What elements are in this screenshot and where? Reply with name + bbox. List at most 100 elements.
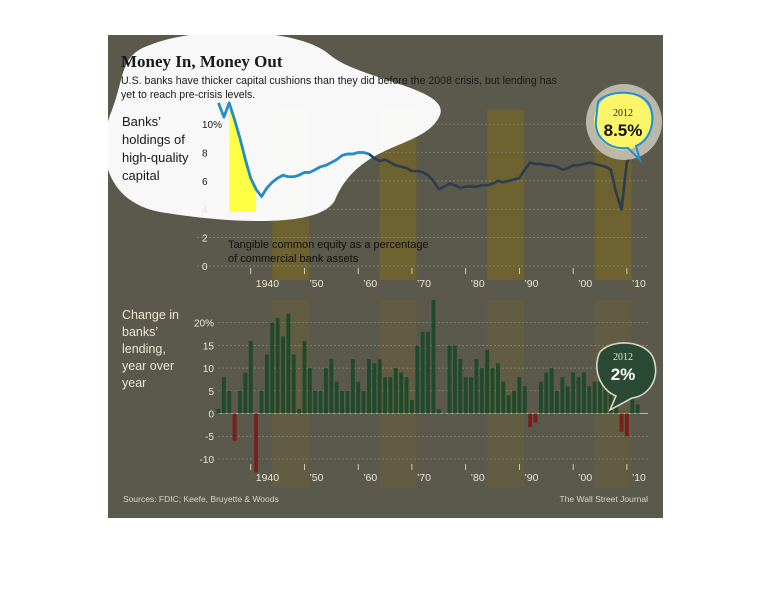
bottom-ylabel-line-1: Change in	[122, 308, 179, 322]
bottom-ylabel-line-2: banks’	[122, 325, 158, 339]
capital-callout-value: 8.5%	[604, 121, 643, 140]
lending-bar	[581, 372, 586, 414]
lending-callout-value: 2%	[611, 365, 636, 384]
top-annotation-line-1: Tangible common equity as a percentage	[228, 239, 429, 251]
lending-bar	[549, 368, 554, 414]
lending-bar	[393, 368, 398, 414]
top-ytick-label: 6	[202, 177, 208, 188]
bottom-ylabel-line-5: year	[122, 376, 146, 390]
lending-bar	[431, 300, 436, 414]
lending-bar	[426, 331, 430, 414]
top-ytick-label: 10%	[202, 120, 222, 131]
lending-bar	[501, 381, 506, 414]
lending-bar	[560, 377, 565, 414]
lending-bar	[420, 331, 425, 414]
header-highlight-blob	[104, 32, 441, 222]
lending-callout: 2012 2%	[596, 342, 657, 412]
top-xtick-label: ’90	[524, 278, 538, 290]
bottom-xtick-label: ’60	[363, 472, 377, 484]
lending-bar	[313, 390, 318, 414]
top-xtick-label: ’70	[417, 278, 431, 290]
lending-bar	[329, 359, 334, 414]
top-ytick-label: 2	[202, 234, 208, 245]
lending-bar	[517, 377, 522, 414]
lending-bar	[592, 381, 597, 414]
top-ylabel-line-2: holdings of	[122, 132, 185, 147]
lending-bar	[388, 377, 393, 414]
lending-bar	[291, 354, 296, 414]
bottom-ytick-label: 0	[208, 410, 214, 421]
lending-bar	[410, 399, 414, 414]
top-ytick-label: 8	[202, 149, 208, 160]
lending-bar	[324, 368, 328, 414]
lending-bar	[372, 363, 377, 414]
lending-bar	[270, 322, 275, 414]
capital-callout: 2012 8.5%	[586, 84, 662, 164]
lending-bar	[479, 368, 484, 414]
lending-bar	[345, 390, 350, 414]
bottom-ylabel-line-4: year over	[122, 359, 174, 373]
top-ylabel-line-4: capital	[122, 168, 160, 183]
lending-bar	[495, 363, 500, 414]
lending-bar	[399, 372, 404, 414]
lending-bar	[243, 372, 248, 414]
lending-bar	[356, 381, 361, 414]
lending-bar	[415, 345, 420, 414]
lending-bar	[624, 413, 629, 437]
bottom-ytick-label: -10	[200, 455, 215, 466]
bottom-xtick-label: ’80	[471, 472, 485, 484]
lending-bar	[533, 413, 538, 423]
lending-bar	[334, 381, 339, 414]
lending-bar	[544, 372, 549, 414]
bottom-xtick-label: ’00	[578, 472, 592, 484]
lending-bar	[458, 359, 463, 414]
lending-bar	[367, 359, 371, 414]
lending-bar	[254, 413, 259, 473]
lending-bar	[259, 390, 264, 414]
lending-bar	[340, 390, 345, 414]
lending-bar	[302, 340, 307, 414]
top-ylabel-line-3: high-quality	[122, 150, 189, 165]
sources-note: Sources: FDIC; Keefe, Bruyette & Woods	[123, 494, 279, 504]
chart-subtitle-line-2: yet to reach pre-crisis levels.	[121, 89, 255, 101]
lending-callout-year: 2012	[613, 352, 633, 363]
bottom-xtick-label: ’50	[309, 472, 323, 484]
lending-bar	[512, 390, 516, 414]
bottom-xtick-label: ’70	[417, 472, 431, 484]
lending-bar	[361, 390, 366, 414]
chart-title: Money In, Money Out	[121, 52, 283, 71]
lending-bar	[490, 368, 495, 414]
lending-bar	[565, 386, 570, 414]
top-ylabel-line-1: Banks’	[122, 114, 161, 129]
lending-bar	[377, 359, 382, 414]
capital-callout-year: 2012	[613, 108, 633, 119]
top-xtick-label: 1940	[256, 278, 280, 290]
lending-bar	[442, 413, 447, 415]
lending-bar	[248, 340, 253, 414]
lending-bar	[350, 359, 355, 414]
lending-bar	[281, 336, 285, 414]
bottom-ytick-label: 15	[203, 341, 215, 352]
lending-bar	[436, 408, 441, 414]
lending-bar	[463, 377, 468, 414]
lending-bar	[469, 377, 473, 414]
top-ytick-label: 0	[202, 262, 208, 273]
bottom-ytick-label: 5	[208, 387, 214, 398]
lending-bar	[221, 377, 226, 414]
lending-bar	[635, 404, 640, 414]
chart-subtitle-line-1: U.S. banks have thicker capital cushions…	[121, 75, 557, 87]
lending-bar	[286, 313, 291, 414]
bottom-ytick-label: 20%	[194, 319, 214, 330]
lending-bar	[227, 390, 232, 414]
lending-bar	[275, 318, 280, 414]
lending-bar	[264, 354, 269, 414]
lending-bar	[232, 413, 237, 441]
lending-bar	[576, 377, 581, 414]
publisher-credit: The Wall Street Journal	[560, 494, 649, 504]
lending-bar	[447, 345, 452, 414]
bottom-xtick-label: ’90	[524, 472, 538, 484]
bottom-xtick-label: ’10	[632, 472, 646, 484]
bottom-ytick-label: 10	[203, 364, 215, 375]
top-ytick-label: 4	[202, 205, 208, 216]
